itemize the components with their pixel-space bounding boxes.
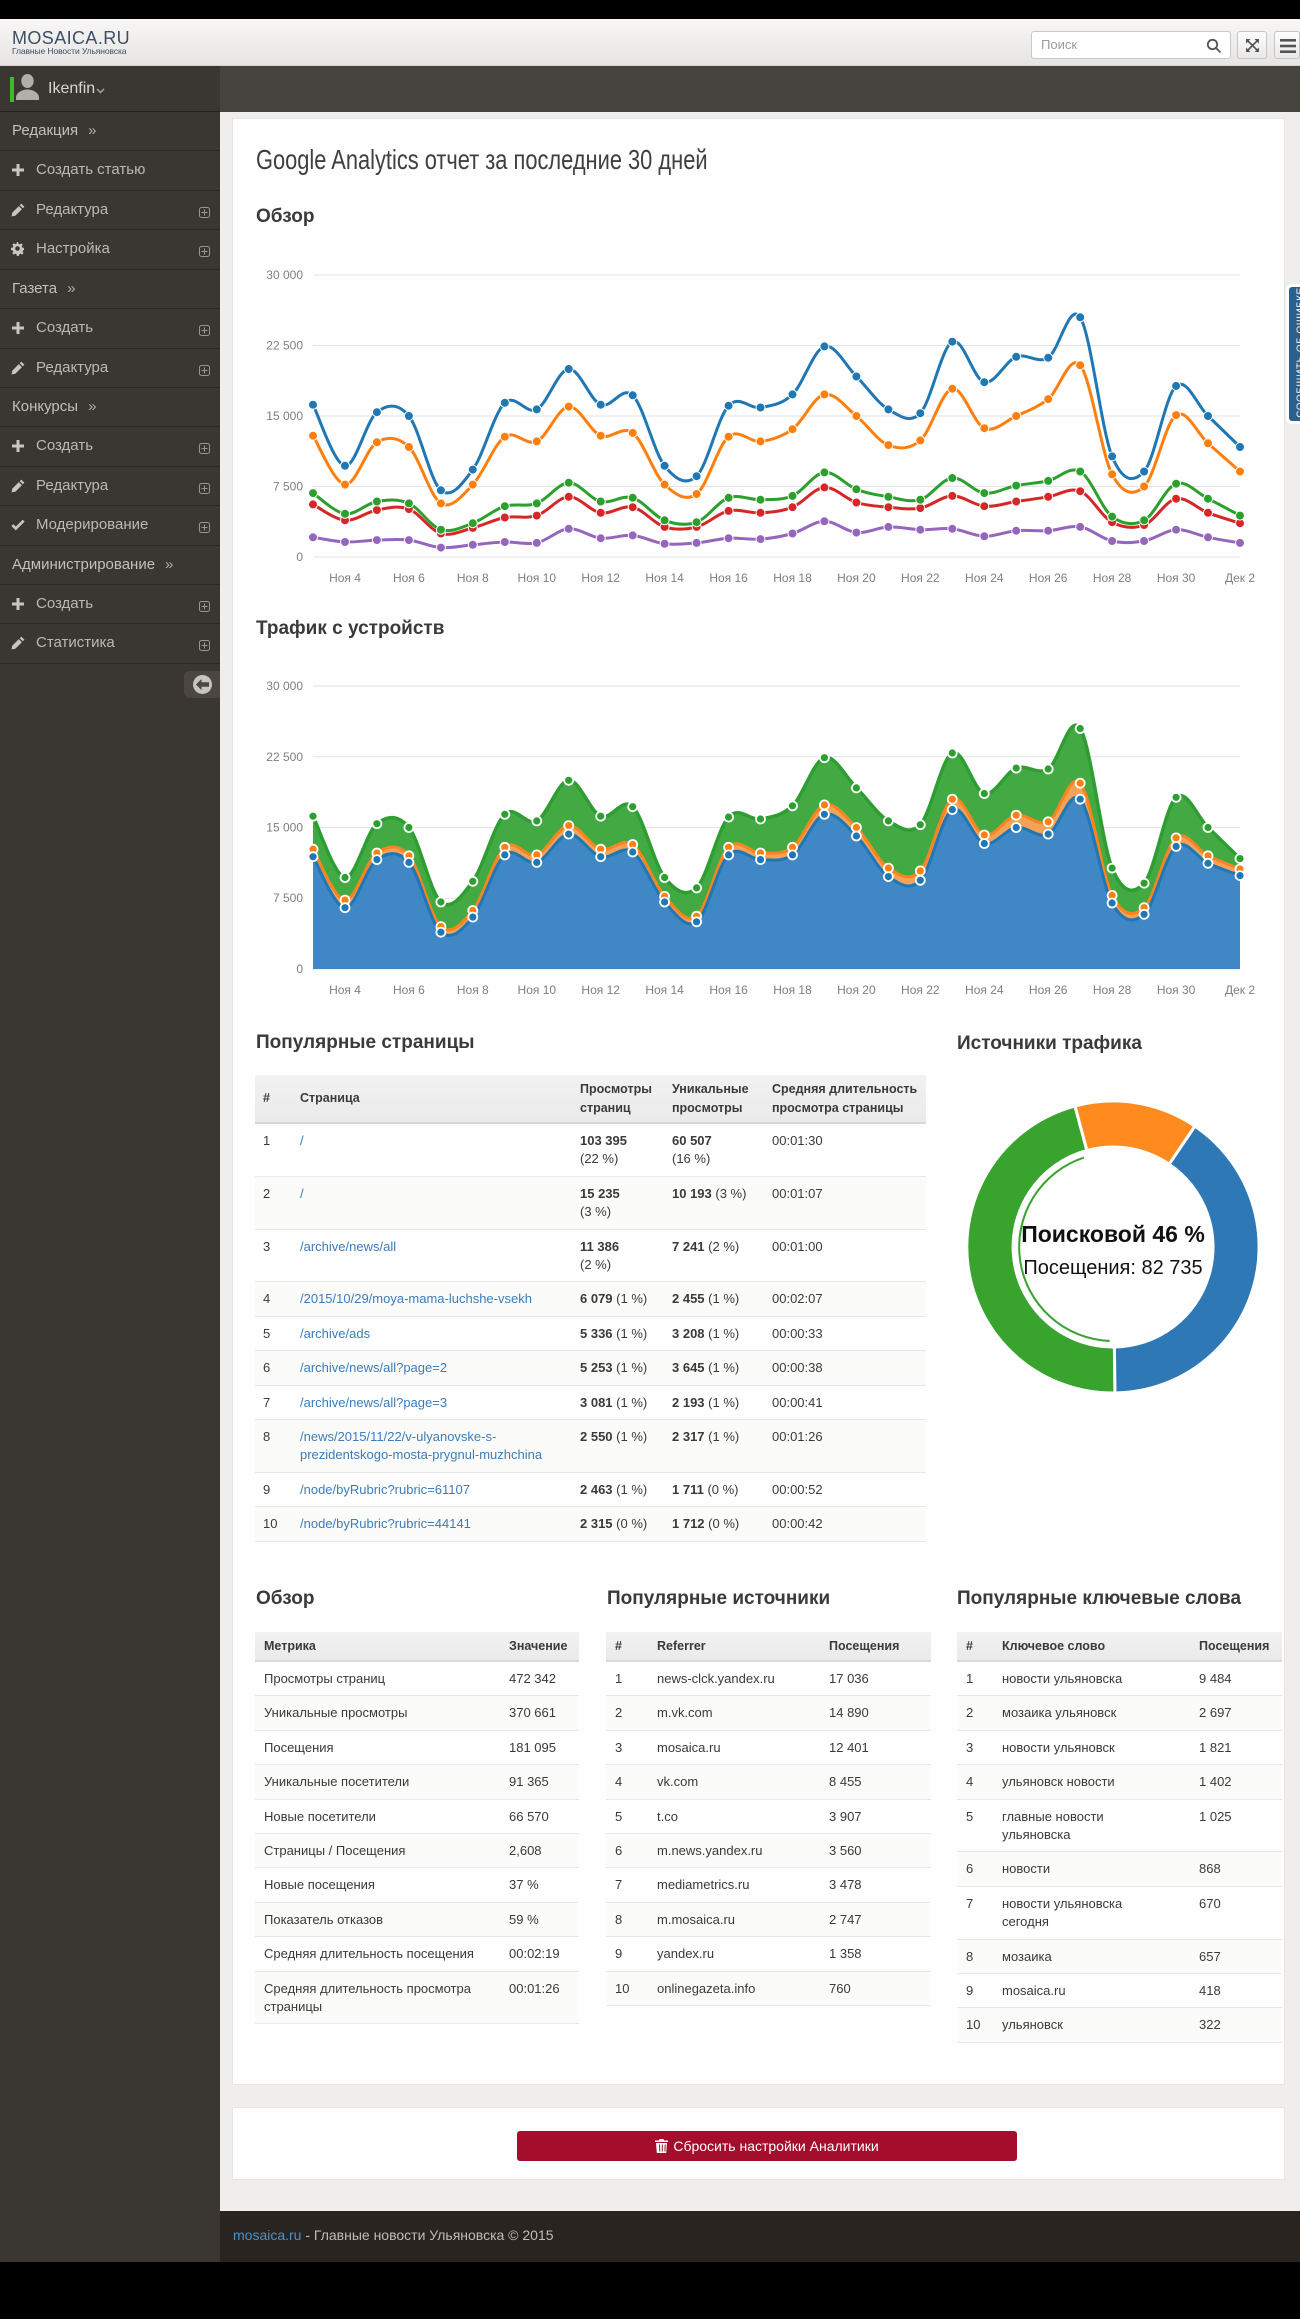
svg-text:Посещения: 82 735: Посещения: 82 735 bbox=[1023, 1257, 1202, 1279]
svg-text:Ноя 24: Ноя 24 bbox=[965, 571, 1004, 585]
svg-text:30 000: 30 000 bbox=[266, 679, 303, 693]
svg-text:Ноя 10: Ноя 10 bbox=[518, 571, 557, 585]
svg-text:Ноя 8: Ноя 8 bbox=[457, 571, 489, 585]
svg-text:Ноя 18: Ноя 18 bbox=[773, 571, 812, 585]
svg-text:0: 0 bbox=[296, 550, 303, 564]
svg-text:Ноя 24: Ноя 24 bbox=[965, 983, 1004, 997]
svg-text:Ноя 16: Ноя 16 bbox=[709, 571, 748, 585]
svg-text:Ноя 26: Ноя 26 bbox=[1029, 983, 1068, 997]
svg-text:0: 0 bbox=[296, 962, 303, 976]
svg-text:7 500: 7 500 bbox=[273, 891, 303, 905]
svg-text:Ноя 14: Ноя 14 bbox=[645, 983, 684, 997]
svg-text:Ноя 12: Ноя 12 bbox=[581, 571, 620, 585]
svg-text:Ноя 10: Ноя 10 bbox=[518, 983, 557, 997]
svg-text:Ноя 12: Ноя 12 bbox=[581, 983, 620, 997]
svg-text:Ноя 30: Ноя 30 bbox=[1157, 983, 1196, 997]
svg-text:22 500: 22 500 bbox=[266, 339, 303, 353]
svg-text:Ноя 22: Ноя 22 bbox=[901, 983, 940, 997]
svg-text:Ноя 14: Ноя 14 bbox=[645, 571, 684, 585]
svg-text:Дек 2: Дек 2 bbox=[1225, 571, 1255, 585]
svg-text:7 500: 7 500 bbox=[273, 480, 303, 494]
svg-text:Ноя 28: Ноя 28 bbox=[1093, 983, 1132, 997]
svg-text:22 500: 22 500 bbox=[266, 750, 303, 764]
svg-text:Ноя 22: Ноя 22 bbox=[901, 571, 940, 585]
svg-text:Дек 2: Дек 2 bbox=[1225, 983, 1255, 997]
svg-text:Ноя 6: Ноя 6 bbox=[393, 983, 425, 997]
svg-text:Ноя 20: Ноя 20 bbox=[837, 983, 876, 997]
svg-text:Ноя 26: Ноя 26 bbox=[1029, 571, 1068, 585]
svg-text:Ноя 16: Ноя 16 bbox=[709, 983, 748, 997]
svg-text:Ноя 28: Ноя 28 bbox=[1093, 571, 1132, 585]
svg-text:15 000: 15 000 bbox=[266, 409, 303, 423]
svg-text:30 000: 30 000 bbox=[266, 268, 303, 282]
svg-text:Ноя 30: Ноя 30 bbox=[1157, 571, 1196, 585]
svg-text:15 000: 15 000 bbox=[266, 821, 303, 835]
svg-text:Ноя 20: Ноя 20 bbox=[837, 571, 876, 585]
svg-text:Ноя 6: Ноя 6 bbox=[393, 571, 425, 585]
svg-text:Ноя 8: Ноя 8 bbox=[457, 983, 489, 997]
svg-text:Ноя 18: Ноя 18 bbox=[773, 983, 812, 997]
svg-text:Поисковой 46 %: Поисковой 46 % bbox=[1021, 1221, 1205, 1247]
svg-text:Ноя 4: Ноя 4 bbox=[329, 983, 361, 997]
svg-text:Ноя 4: Ноя 4 bbox=[329, 571, 361, 585]
